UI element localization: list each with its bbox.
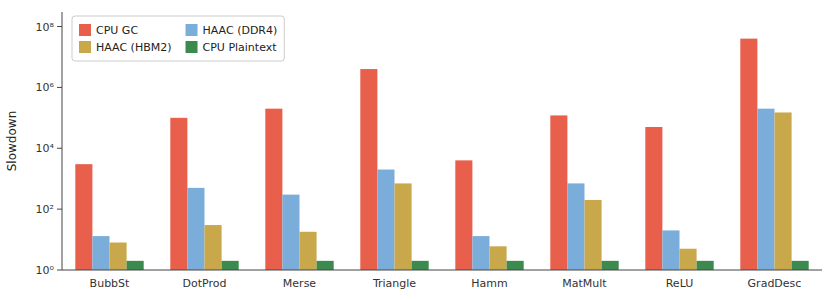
- y-tick: [57, 270, 62, 271]
- bar: [507, 261, 524, 270]
- bar: [775, 112, 792, 270]
- y-tick-label: 10⁸: [36, 21, 55, 34]
- legend-label: CPU Plaintext: [203, 41, 278, 54]
- bar: [662, 230, 679, 270]
- bar: [360, 69, 377, 270]
- bar: [567, 183, 584, 270]
- bar: [282, 195, 299, 270]
- y-tick: [57, 87, 62, 88]
- y-tick-label: 10²: [36, 203, 54, 216]
- bar: [265, 109, 282, 270]
- y-tick: [57, 209, 62, 210]
- bar: [550, 115, 567, 270]
- y-tick-label: 10⁴: [36, 142, 55, 155]
- x-tick-label: DotProd: [183, 277, 227, 290]
- x-tick-label: GradDesc: [748, 277, 802, 290]
- legend-box: [72, 16, 284, 61]
- bar: [170, 118, 187, 270]
- bar: [110, 243, 127, 270]
- bar: [127, 261, 144, 270]
- bars: [75, 39, 808, 270]
- bar: [490, 246, 507, 270]
- legend-swatch: [186, 24, 198, 36]
- bar: [472, 236, 489, 270]
- y-tick: [57, 26, 62, 27]
- bar: [377, 170, 394, 270]
- x-axis-line: [62, 270, 822, 271]
- y-tick: [57, 148, 62, 149]
- bar: [92, 236, 109, 270]
- x-tick-label: Merse: [283, 277, 317, 290]
- bar: [412, 261, 429, 270]
- bar: [645, 127, 662, 270]
- y-axis-line: [62, 12, 63, 270]
- bar: [697, 261, 714, 270]
- bar: [205, 225, 222, 270]
- legend-label: CPU GC: [96, 24, 138, 37]
- chart: 10⁰ 10² 10⁴ 10⁶ 10⁸ BubbSt DotProd Merse Triangl…: [0, 0, 836, 300]
- bar: [300, 232, 317, 270]
- x-tick-label: Hamm: [471, 277, 507, 290]
- legend-label: HAAC (DDR4): [203, 24, 278, 37]
- legend-swatch: [79, 41, 91, 53]
- legend-label: HAAC (HBM2): [96, 41, 172, 54]
- x-tick-label: Triangle: [372, 277, 416, 290]
- y-tick-label: 10⁰: [36, 264, 55, 277]
- bar: [680, 249, 697, 270]
- x-tick-label: ReLU: [666, 277, 694, 290]
- bar: [187, 188, 204, 270]
- bar: [792, 261, 809, 270]
- x-tick-label: MatMult: [562, 277, 607, 290]
- legend: CPU GC HAAC (DDR4) HAAC (HBM2) CPU Plaintex…: [72, 16, 284, 61]
- bar: [455, 160, 472, 270]
- bar: [222, 261, 239, 270]
- bar: [740, 39, 757, 270]
- bar: [585, 200, 602, 270]
- y-tick-label: 10⁶: [36, 81, 55, 94]
- bar: [75, 164, 92, 270]
- y-axis-label: Slowdown: [5, 111, 19, 172]
- bar: [757, 109, 774, 270]
- legend-swatch: [79, 24, 91, 36]
- bar: [602, 261, 619, 270]
- legend-swatch: [186, 41, 198, 53]
- x-tick-label: BubbSt: [90, 277, 130, 290]
- bar: [395, 183, 412, 270]
- bar: [317, 261, 334, 270]
